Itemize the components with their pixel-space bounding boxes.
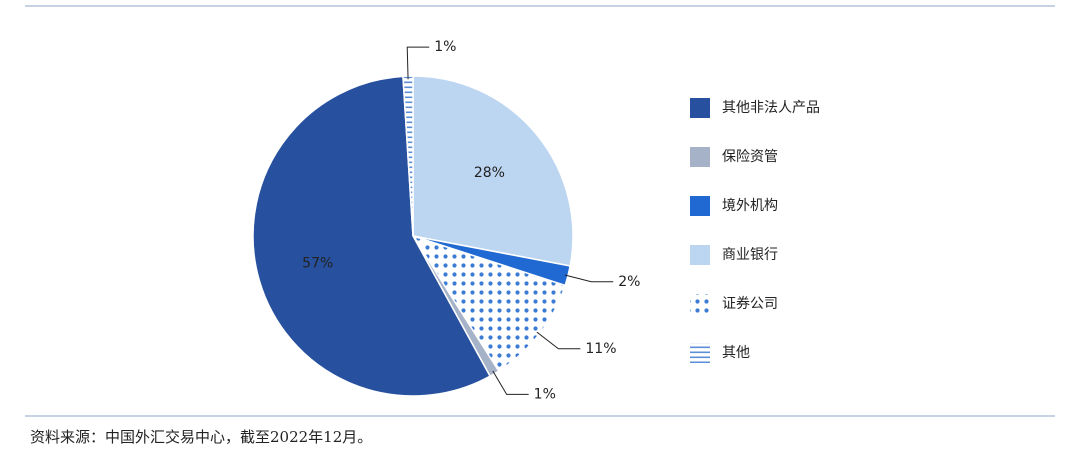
data-label: 28% xyxy=(474,165,505,181)
legend-swatch xyxy=(690,343,710,363)
leader-line xyxy=(536,331,581,350)
leader-line xyxy=(492,370,529,395)
legend-label: 其他 xyxy=(722,345,750,361)
data-label: 2% xyxy=(618,274,640,290)
legend-swatch xyxy=(690,147,710,167)
pie-slice xyxy=(412,75,574,267)
data-label: 1% xyxy=(434,39,456,55)
pie-slice xyxy=(252,75,492,397)
data-label: 57% xyxy=(302,256,333,272)
leader-line xyxy=(564,274,614,283)
legend-label: 其他非法人产品 xyxy=(722,100,820,116)
legend-label: 境外机构 xyxy=(722,198,778,214)
legend-swatch xyxy=(690,294,710,314)
legend-swatch xyxy=(690,245,710,265)
legend-label: 证券公司 xyxy=(722,296,778,312)
leader-line xyxy=(406,46,430,80)
source-note: 资料来源：中国外汇交易中心，截至2022年12月。 xyxy=(30,428,372,446)
data-label: 11% xyxy=(585,341,616,357)
legend-label: 商业银行 xyxy=(722,247,778,263)
legend-label: 保险资管 xyxy=(722,149,778,165)
legend-swatch xyxy=(690,98,710,118)
data-label: 1% xyxy=(534,386,556,402)
legend-swatch xyxy=(690,196,710,216)
